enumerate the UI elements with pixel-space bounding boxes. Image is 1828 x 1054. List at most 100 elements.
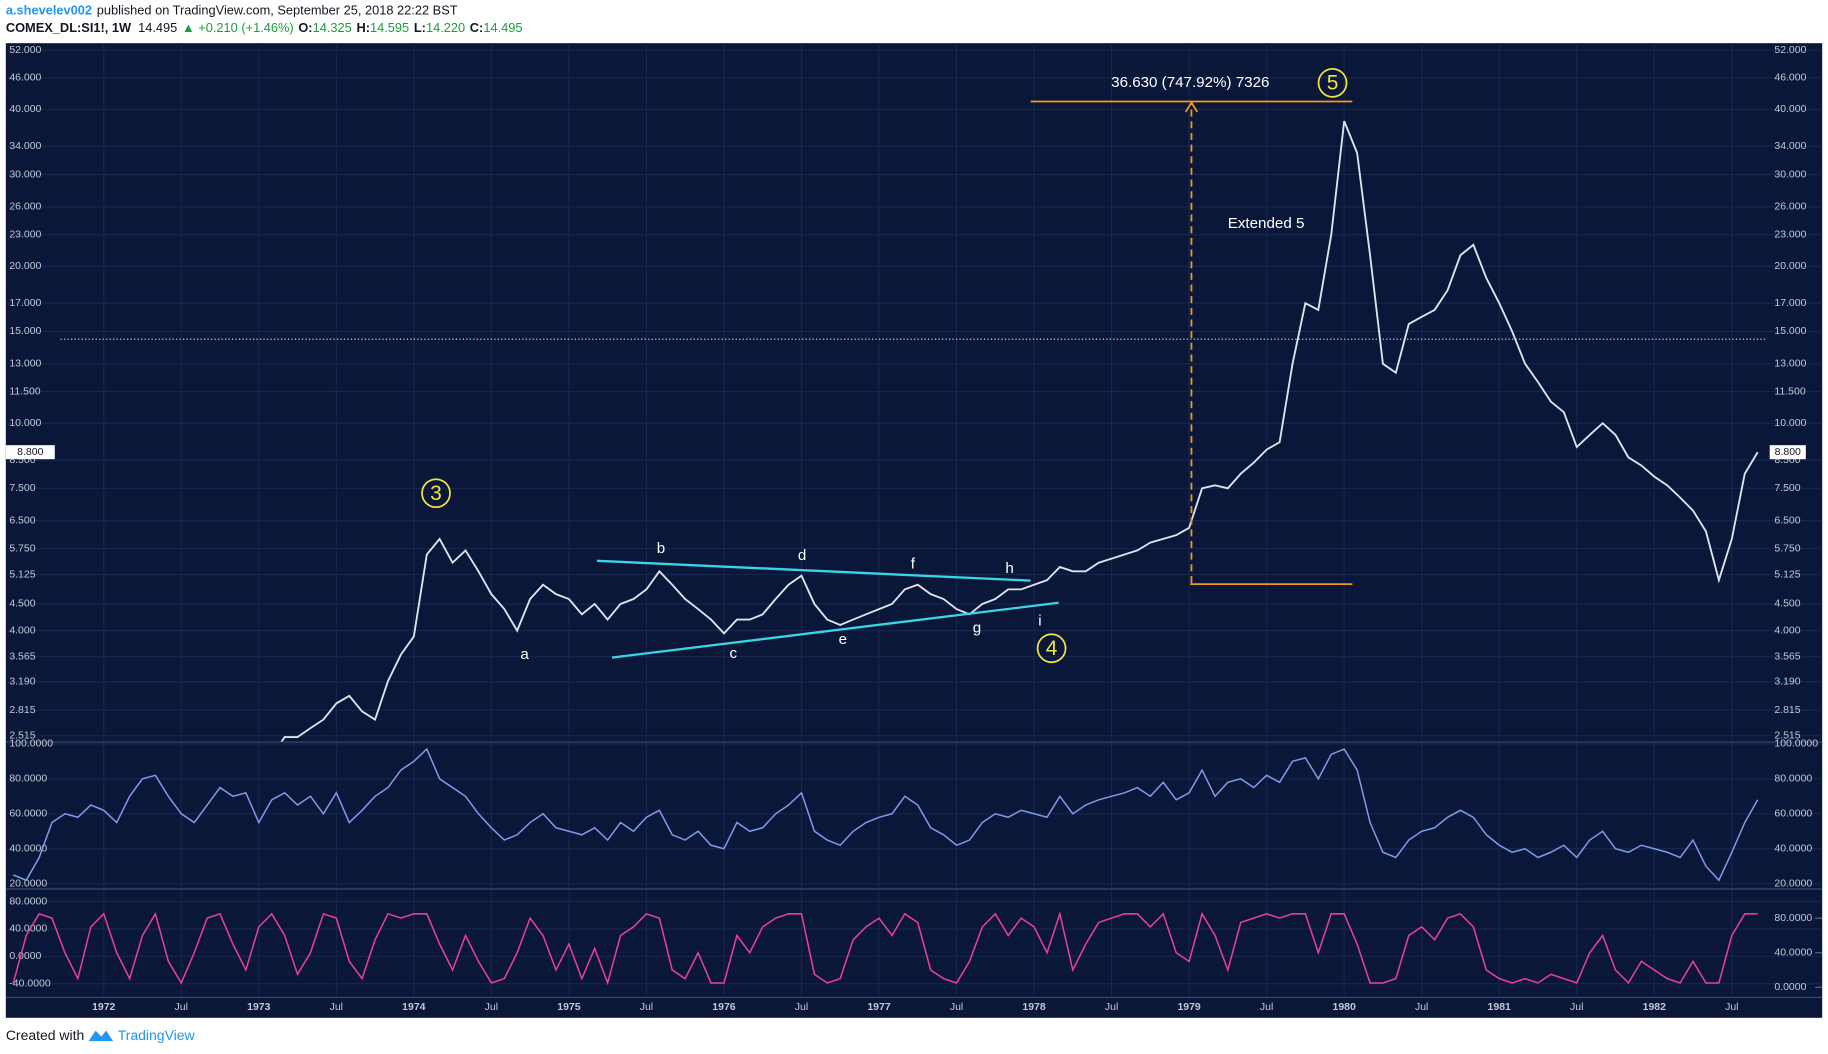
- wave-label: 4: [1046, 637, 1058, 660]
- y2-tick-label: 40.0000: [1774, 948, 1812, 959]
- x-tick-label: Jul: [1105, 1002, 1118, 1013]
- y-tick-label-right: 2.815: [1774, 705, 1800, 716]
- trend-line: [596, 559, 1031, 582]
- x-tick-label: Jul: [640, 1002, 653, 1013]
- y-tick-label-right: 40.000: [1774, 104, 1806, 115]
- y-tick-label-right: 52.000: [1774, 45, 1806, 56]
- wave-letter: e: [839, 631, 847, 648]
- x-tick-label: Jul: [1415, 1002, 1428, 1013]
- trend-line: [611, 601, 1059, 659]
- drawings: 3 5 4 a b c d e f g h i Extended 5 36.63…: [421, 67, 1353, 663]
- x-tick-label: Jul: [1725, 1002, 1738, 1013]
- y-tick-label-right: 11.500: [1774, 386, 1805, 397]
- x-tick-label: 1982: [1643, 1002, 1666, 1013]
- y-tick-label-right: 26.000: [1774, 202, 1806, 213]
- x-tick-label: 1979: [1177, 1002, 1200, 1013]
- y-tick-label: 20.000: [9, 261, 41, 272]
- series-line: [13, 747, 1759, 882]
- y-tick-label: 11.500: [9, 386, 40, 397]
- x-tick-label: 1978: [1022, 1002, 1045, 1013]
- y-tick-label: 5.125: [9, 569, 35, 580]
- y-tick-label-right: 30.000: [1774, 169, 1806, 180]
- y-tick-label-right: 4.500: [1774, 599, 1800, 610]
- y-tick-label: 2.515: [9, 730, 35, 741]
- x-tick-label: 1981: [1488, 1002, 1511, 1013]
- last-price-label: 8.800: [1775, 447, 1801, 458]
- annotation: Extended 5: [1228, 215, 1305, 232]
- y-tick-label-right: 80.0000: [1774, 774, 1812, 785]
- y-tick-label-right: 5.750: [1774, 543, 1800, 554]
- wave-letter: i: [1038, 612, 1041, 629]
- x-tick-label: Jul: [1260, 1002, 1273, 1013]
- y-tick-label: 4.000: [9, 625, 35, 636]
- ohlc-label: H:: [356, 21, 370, 36]
- wave-letter: d: [798, 547, 806, 564]
- y-tick-label-right: 46.000: [1774, 73, 1806, 84]
- y-tick-label-right: 7.500: [1774, 483, 1800, 494]
- y-tick-label: 100.0000: [9, 739, 53, 750]
- y-tick-label-right: 4.000: [1774, 625, 1800, 636]
- wave-letter: f: [911, 555, 916, 572]
- y-tick-label: 3.565: [9, 651, 35, 662]
- published: published on TradingView.com, September …: [97, 3, 458, 18]
- y-tick-label-right: 10.000: [1774, 418, 1806, 429]
- y-tick-label: 60.0000: [9, 809, 47, 820]
- wave-circle: [421, 478, 451, 509]
- series-line: [280, 120, 1759, 742]
- ohlc-label: L:: [414, 21, 426, 36]
- y2-tick-label: 0.0000: [1774, 982, 1806, 993]
- y-tick-label: -40.0000: [9, 978, 51, 989]
- y-tick-label-right: 15.000: [1774, 326, 1806, 337]
- author[interactable]: a.shevelev002: [6, 3, 92, 18]
- wave-letter: c: [730, 645, 738, 662]
- footer-text: Created with: [6, 1027, 84, 1043]
- y-tick-label: 15.000: [9, 326, 41, 337]
- wave-letter: a: [520, 646, 529, 663]
- y2-tick-label: 80.0000: [1774, 913, 1812, 924]
- ohlc-value: 14.495: [483, 21, 522, 36]
- x-tick-label: 1976: [712, 1002, 735, 1013]
- header-line-1: a.shevelev002 published on TradingView.co…: [6, 3, 458, 18]
- wave-circle: [1317, 67, 1348, 98]
- y-tick-label: 7.500: [9, 483, 35, 494]
- y-tick-label: 13.000: [9, 359, 41, 370]
- ohlc-label: O:: [298, 21, 312, 36]
- x-tick-label: Jul: [950, 1002, 963, 1013]
- y-tick-label-right: 3.190: [1774, 677, 1800, 688]
- y-tick-label-right: 5.125: [1774, 569, 1800, 580]
- ohlc-value: 14.325: [313, 21, 352, 36]
- y-tick-label-right: 3.565: [1774, 651, 1800, 662]
- y-tick-label-right: 40.0000: [1774, 844, 1812, 855]
- measure-arrow-head: [1184, 100, 1199, 113]
- y-tick-label: 8.500: [9, 455, 35, 466]
- y-tick-label: 6.500: [9, 516, 35, 527]
- footer-brand[interactable]: TradingView: [118, 1027, 196, 1043]
- x-tick-label: 1974: [402, 1002, 425, 1013]
- y-tick-label: 52.000: [9, 45, 41, 56]
- wave-label: 5: [1327, 72, 1339, 95]
- y-tick-label-right: 6.500: [1774, 516, 1800, 527]
- wave-letter: h: [1005, 560, 1013, 577]
- ohlc-value: 14.595: [370, 21, 409, 36]
- wave-letter: g: [973, 619, 981, 636]
- y-tick-label: 30.000: [9, 169, 41, 180]
- y-tick-label: 0.0000: [9, 951, 41, 962]
- x-tick-label: Jul: [175, 1002, 188, 1013]
- y-tick-label-right: 2.515: [1774, 730, 1800, 741]
- x-tick-label: Jul: [485, 1002, 498, 1013]
- y-tick-label-right: 20.0000: [1774, 878, 1812, 889]
- series-line: [12, 911, 1758, 986]
- x-tick-label: Jul: [795, 1002, 808, 1013]
- last-price-label: 8.800: [17, 447, 43, 458]
- y-tick-label-right: 34.000: [1774, 141, 1806, 152]
- wave-letter: b: [657, 540, 665, 557]
- y-tick-label: 20.0000: [9, 878, 47, 889]
- y-tick-label: 40.0000: [9, 844, 47, 855]
- last-price-box: [5, 445, 55, 460]
- wave-label: 3: [430, 482, 442, 505]
- y-tick-label: 10.000: [9, 418, 41, 429]
- brand-icon: [88, 1030, 114, 1042]
- ohlc-value: 14.220: [426, 21, 465, 36]
- y-tick-label: 5.750: [9, 543, 35, 554]
